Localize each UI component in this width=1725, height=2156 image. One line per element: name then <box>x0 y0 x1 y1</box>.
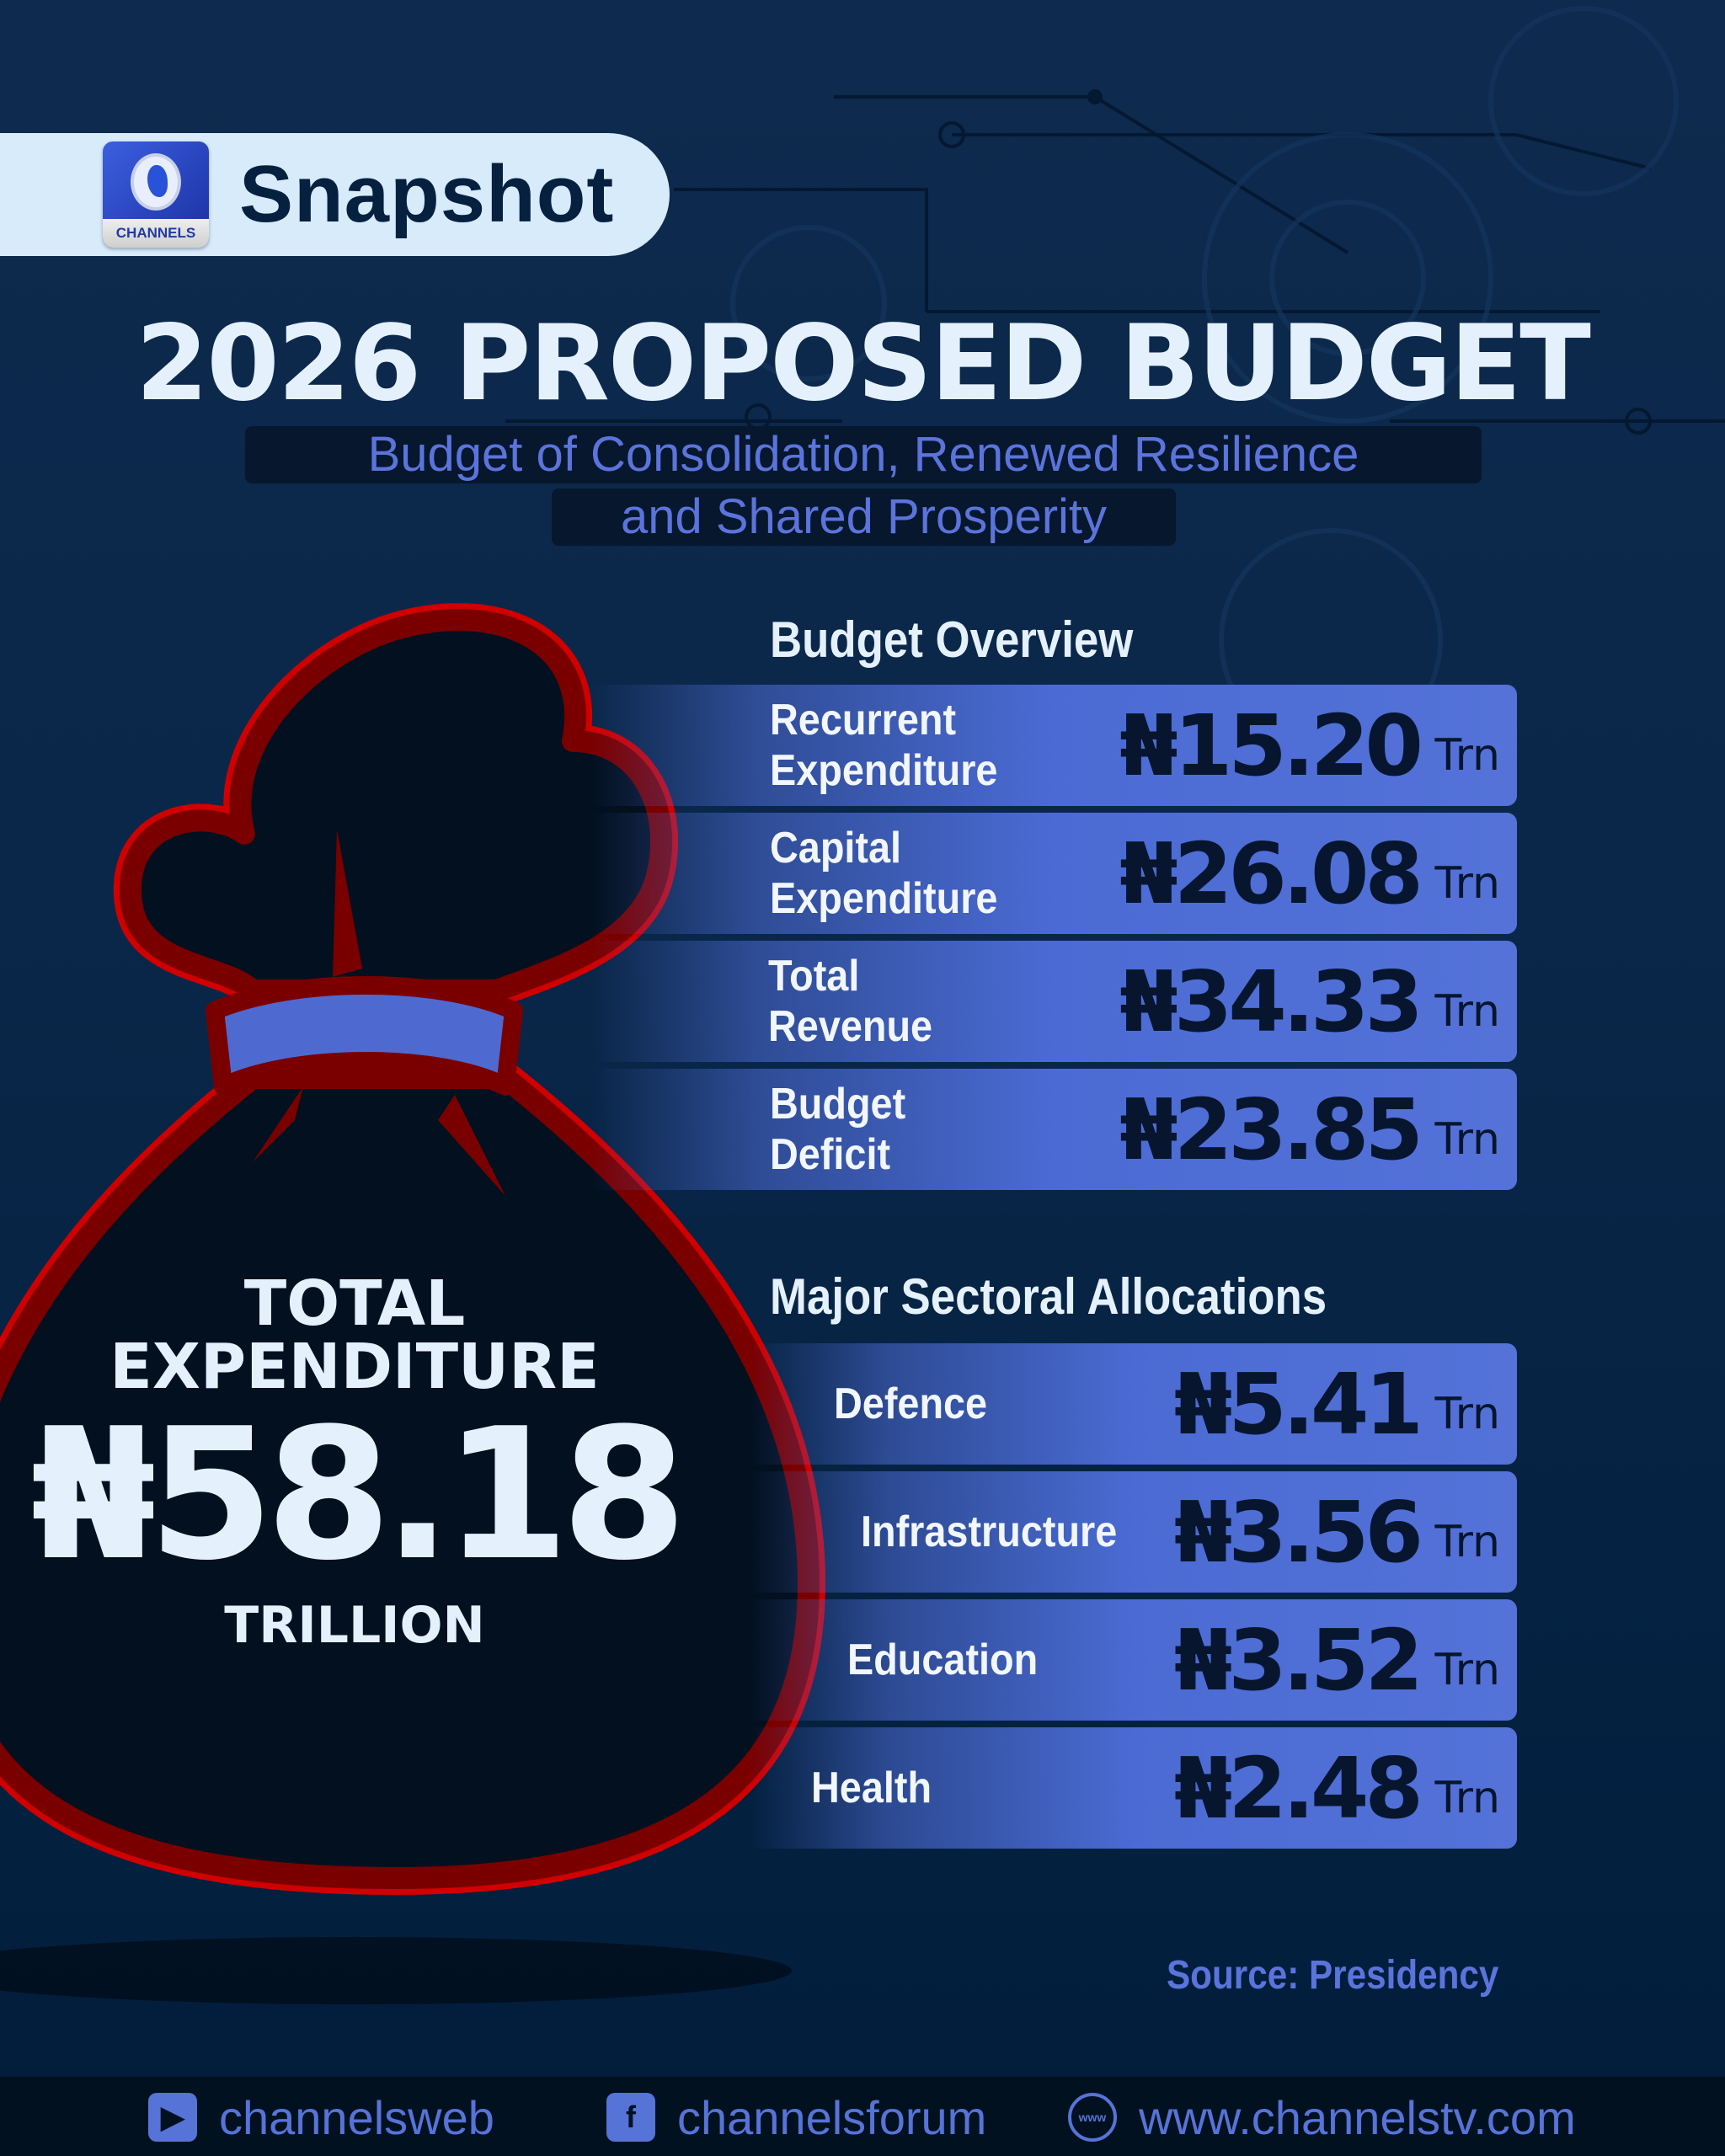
facebook-handle: channelsforum <box>677 2090 987 2144</box>
overview-row: Capital Expenditure ₦26.08 Trn <box>591 813 1517 934</box>
row-value: ₦23.85 <box>1119 1081 1423 1179</box>
website-link[interactable]: www www.channelstv.com <box>1068 2090 1576 2144</box>
row-value: ₦5.41 <box>1173 1355 1423 1454</box>
sector-row: Health ₦2.48 Trn <box>750 1727 1517 1849</box>
channels-logo: CHANNELS <box>103 141 209 248</box>
overview-row: Total Revenue ₦34.33 Trn <box>591 941 1517 1062</box>
youtube-handle: channelsweb <box>219 2090 494 2144</box>
row-label: Defence <box>834 1380 988 1428</box>
row-label: Education <box>847 1636 1039 1684</box>
row-value: ₦34.33 <box>1119 953 1423 1051</box>
row-value: ₦2.48 <box>1173 1739 1423 1838</box>
row-label: Infrastructure <box>861 1508 1118 1556</box>
sector-row: Education ₦3.52 Trn <box>750 1599 1517 1721</box>
row-unit: Trn <box>1434 1773 1500 1823</box>
row-label: Deficit <box>770 1130 891 1179</box>
total-label-2: EXPENDITURE <box>109 1331 600 1403</box>
row-unit: Trn <box>1434 1645 1500 1695</box>
total-value: ₦58.18 <box>30 1389 687 1600</box>
facebook-link[interactable]: f channelsforum <box>606 2090 987 2144</box>
sectors-heading: Major Sectoral Allocations <box>770 1268 1327 1325</box>
youtube-link[interactable]: ▶ channelsweb <box>148 2090 494 2144</box>
globe-icon: www <box>1068 2093 1117 2142</box>
website-url: www.channelstv.com <box>1139 2090 1576 2144</box>
row-unit: Trn <box>1434 858 1500 909</box>
row-value: ₦3.52 <box>1173 1611 1423 1710</box>
subtitle-line-2: and Shared Prosperity <box>552 488 1176 546</box>
row-label: Budget <box>770 1080 906 1129</box>
row-value: ₦15.20 <box>1119 696 1423 795</box>
row-unit: Trn <box>1434 986 1500 1037</box>
row-value: ₦26.08 <box>1119 825 1423 923</box>
row-unit: Trn <box>1434 1389 1500 1439</box>
logo-text: CHANNELS <box>103 219 209 248</box>
page-title: 2026 PROPOSED BUDGET <box>136 303 1591 424</box>
row-unit: Trn <box>1434 730 1500 781</box>
row-value: ₦3.56 <box>1173 1483 1423 1582</box>
africa-globe-icon <box>131 153 181 211</box>
row-label: Expenditure <box>770 874 998 923</box>
source-note: Source: Presidency <box>1167 1953 1499 1998</box>
row-unit: Trn <box>1434 1517 1500 1567</box>
row-label: Recurrent <box>770 696 957 744</box>
total-unit: TRILLION <box>224 1596 485 1655</box>
row-unit: Trn <box>1434 1114 1500 1165</box>
overview-row: Budget Deficit ₦23.85 Trn <box>591 1069 1517 1190</box>
youtube-icon: ▶ <box>148 2093 197 2142</box>
total-label-1: TOTAL <box>243 1267 466 1340</box>
footer: ▶ channelsweb f channelsforum www www.ch… <box>0 2077 1725 2156</box>
sector-row: Defence ₦5.41 Trn <box>750 1343 1517 1465</box>
facebook-icon: f <box>606 2093 655 2142</box>
row-label: Revenue <box>768 1002 933 1051</box>
overview-heading: Budget Overview <box>770 611 1134 668</box>
row-label: Expenditure <box>770 746 998 795</box>
row-label: Health <box>811 1764 932 1812</box>
sector-row: Infrastructure ₦3.56 Trn <box>750 1471 1517 1593</box>
subtitle-line-1: Budget of Consolidation, Renewed Resilie… <box>245 426 1482 483</box>
brand-title: Snapshot <box>239 149 615 239</box>
overview-row: Recurrent Expenditure ₦15.20 Trn <box>591 685 1517 806</box>
row-label: Capital <box>770 824 902 873</box>
row-label: Total <box>768 952 860 1001</box>
